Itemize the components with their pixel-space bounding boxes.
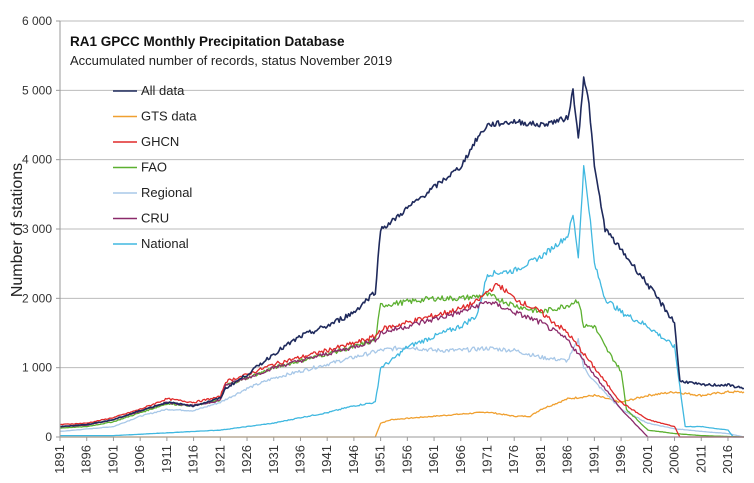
x-tick-label: 1891	[52, 445, 67, 474]
y-tick-label: 3 000	[22, 222, 52, 236]
x-tick-label: 1896	[79, 445, 94, 474]
series-line-national	[60, 165, 744, 438]
legend-label: Regional	[141, 185, 192, 200]
legend-label: GHCN	[141, 134, 179, 149]
series-line-ghcn	[59, 282, 744, 438]
y-tick-label: 6 000	[22, 14, 52, 28]
y-tick-label: 4 000	[22, 153, 52, 167]
x-tick-label: 2016	[720, 445, 735, 474]
y-axis-ticks: 0 1 000 2 000 3 000 4 000 5 000 6 000	[22, 14, 60, 444]
y-tick-label: 2 000	[22, 291, 52, 305]
legend: All data GTS data GHCN FAO Regional CRU Nation…	[113, 83, 197, 251]
legend-item: GTS data	[113, 109, 197, 124]
series-line-fao	[59, 292, 744, 438]
legend-label: CRU	[141, 211, 169, 226]
x-tick-label: 1981	[533, 445, 548, 474]
x-tick-label: 1961	[426, 445, 441, 474]
x-tick-label: 1916	[186, 445, 201, 474]
x-tick-label: 2006	[667, 445, 682, 474]
x-tick-label: 1921	[212, 445, 227, 474]
x-tick-label: 1941	[319, 445, 334, 474]
x-axis-ticks: 1891 1896 1901 1906 1911 1916 1921 1926 1931 1936…	[52, 437, 735, 474]
x-tick-label: 1946	[346, 445, 361, 474]
y-tick-label: 1 000	[22, 361, 52, 375]
x-tick-label: 1956	[399, 445, 414, 474]
legend-label: FAO	[141, 160, 167, 175]
y-axis-label: Number of stations	[9, 163, 26, 297]
x-tick-label: 1926	[239, 445, 254, 474]
x-tick-label: 1936	[292, 445, 307, 474]
y-tick-label: 0	[45, 430, 52, 444]
chart-subtitle: Accumulated number of records, status No…	[70, 53, 392, 68]
x-tick-label: 1901	[105, 445, 120, 474]
x-tick-label: 1986	[560, 445, 575, 474]
legend-item: CRU	[113, 211, 169, 226]
chart-title: RA1 GPCC Monthly Precipitation Database	[70, 34, 345, 49]
x-tick-label: 1976	[506, 445, 521, 474]
legend-item: GHCN	[113, 134, 179, 149]
legend-item: National	[113, 236, 189, 251]
y-tick-label: 5 000	[22, 83, 52, 97]
x-tick-label: 1966	[453, 445, 468, 474]
x-tick-label: 1906	[132, 445, 147, 474]
series-lines	[59, 76, 745, 438]
x-tick-label: 1911	[159, 445, 174, 473]
grid-lines	[60, 20, 744, 369]
legend-item: All data	[113, 83, 185, 98]
legend-item: FAO	[113, 160, 167, 175]
x-tick-label: 2011	[693, 445, 708, 473]
series-line-all-data	[60, 76, 745, 428]
x-tick-label: 1996	[613, 445, 628, 474]
legend-label: GTS data	[141, 109, 197, 124]
x-tick-label: 1951	[373, 445, 388, 474]
legend-label: National	[141, 236, 189, 251]
legend-label: All data	[141, 83, 185, 98]
legend-item: Regional	[113, 185, 192, 200]
x-tick-label: 2001	[640, 445, 655, 474]
x-tick-label: 1931	[266, 445, 281, 474]
x-tick-label: 1971	[480, 445, 495, 474]
series-line-regional	[59, 338, 745, 438]
x-tick-label: 1991	[586, 445, 601, 474]
